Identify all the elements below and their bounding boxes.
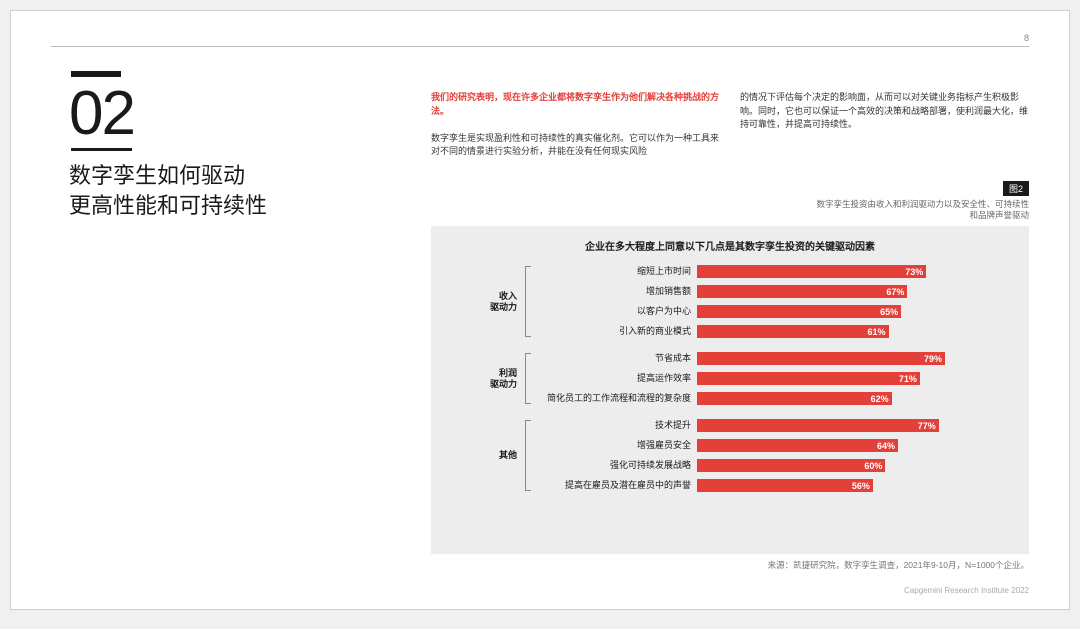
bar-label: 简化员工的工作流程和流程的复杂度 xyxy=(537,394,697,404)
footer-text: Capgemini Research Institute 2022 xyxy=(904,586,1029,595)
bar-track: 62% xyxy=(697,392,1011,405)
bar-track: 79% xyxy=(697,352,1011,365)
bar-fill: 79% xyxy=(697,352,945,365)
bar-label: 强化可持续发展战略 xyxy=(537,461,697,471)
bar-value: 79% xyxy=(924,354,942,364)
top-rule xyxy=(51,46,1029,47)
body-text-1: 数字孪生是实现盈利性和可持续性的真实催化剂。它可以作为一种工具来对不同的情景进行… xyxy=(431,133,719,157)
bar-value: 65% xyxy=(880,307,898,317)
bar-row: 提高在雇员及潜在雇员中的声誉 56% xyxy=(537,477,1011,494)
group-label: 其他 xyxy=(449,417,521,494)
report-page: 8 02 数字孪生如何驱动 更高性能和可持续性 我们的研究表明，现在许多企业都将… xyxy=(10,10,1070,610)
bracket-icon xyxy=(521,350,531,407)
bar-value: 73% xyxy=(905,267,923,277)
bar-value: 71% xyxy=(899,374,917,384)
bar-label: 提高运作效率 xyxy=(537,374,697,384)
bar-row: 技术提升 77% xyxy=(537,417,1011,434)
bar-chart: 企业在多大程度上同意以下几点是其数字孪生投资的关键驱动因素 收入驱动力缩短上市时… xyxy=(431,226,1029,554)
bar-track: 73% xyxy=(697,265,1011,278)
bar-label: 以客户为中心 xyxy=(537,307,697,317)
page-number: 8 xyxy=(1024,33,1029,43)
bar-fill: 61% xyxy=(697,325,889,338)
accent-bar xyxy=(71,71,121,77)
bar-fill: 67% xyxy=(697,285,907,298)
bar-track: 56% xyxy=(697,479,1011,492)
bar-label: 增加销售额 xyxy=(537,287,697,297)
chart-groups: 收入驱动力 缩短上市时间 73% 增加销售额 67% 以客户为中心 65% 引入新的商业模式 6… xyxy=(449,263,1011,494)
bar-track: 64% xyxy=(697,439,1011,452)
bar-label: 节省成本 xyxy=(537,354,697,364)
bar-track: 71% xyxy=(697,372,1011,385)
body-text-2: 的情况下评估每个决定的影响面，从而可以对关键业务指标产生积极影响。同时，它也可以… xyxy=(740,92,1028,129)
bars-container: 节省成本 79% 提高运作效率 71% 简化员工的工作流程和流程的复杂度 62% xyxy=(537,350,1011,407)
bar-label: 增强雇员安全 xyxy=(537,441,697,451)
headline-line-1: 数字孪生如何驱动 xyxy=(69,163,245,188)
bar-row: 增加销售额 67% xyxy=(537,283,1011,300)
body-col-2: 的情况下评估每个决定的影响面，从而可以对关键业务指标产生积极影响。同时，它也可以… xyxy=(740,91,1029,159)
lead-text: 我们的研究表明，现在许多企业都将数字孪生作为他们解决各种挑战的方法。 xyxy=(431,92,719,116)
bar-row: 简化员工的工作流程和流程的复杂度 62% xyxy=(537,390,1011,407)
figure-caption: 数字孪生投资由收入和利润驱动力以及安全性、可持续性 和品牌声誉驱动 xyxy=(816,199,1029,221)
bar-row: 提高运作效率 71% xyxy=(537,370,1011,387)
bar-row: 强化可持续发展战略 60% xyxy=(537,457,1011,474)
bar-row: 以客户为中心 65% xyxy=(537,303,1011,320)
bar-value: 62% xyxy=(871,394,889,404)
chart-group: 收入驱动力 缩短上市时间 73% 增加销售额 67% 以客户为中心 65% 引入新的商业模式 6… xyxy=(449,263,1011,340)
bar-fill: 62% xyxy=(697,392,892,405)
figure-badge: 图2 xyxy=(1003,181,1029,196)
chart-group: 利润驱动力 节省成本 79% 提高运作效率 71% 简化员工的工作流程和流程的复杂度 62% xyxy=(449,350,1011,407)
bar-fill: 65% xyxy=(697,305,901,318)
bar-label: 引入新的商业模式 xyxy=(537,327,697,337)
bar-value: 67% xyxy=(886,287,904,297)
bracket-icon xyxy=(521,263,531,340)
bars-container: 缩短上市时间 73% 增加销售额 67% 以客户为中心 65% 引入新的商业模式 61% xyxy=(537,263,1011,340)
bar-row: 缩短上市时间 73% xyxy=(537,263,1011,280)
bar-label: 技术提升 xyxy=(537,421,697,431)
bar-value: 56% xyxy=(852,481,870,491)
bracket-icon xyxy=(521,417,531,494)
bar-fill: 64% xyxy=(697,439,898,452)
headline-line-2: 更高性能和可持续性 xyxy=(69,193,267,218)
bar-fill: 71% xyxy=(697,372,920,385)
bar-track: 60% xyxy=(697,459,1011,472)
bar-value: 64% xyxy=(877,441,895,451)
chart-group: 其他 技术提升 77% 增强雇员安全 64% 强化可持续发展战略 60% 提高在雇员及潜在雇员… xyxy=(449,417,1011,494)
figure-label: 图2 数字孪生投资由收入和利润驱动力以及安全性、可持续性 和品牌声誉驱动 xyxy=(816,179,1029,221)
bar-value: 60% xyxy=(864,461,882,471)
bar-label: 提高在雇员及潜在雇员中的声誉 xyxy=(537,481,697,491)
bar-fill: 73% xyxy=(697,265,926,278)
group-label: 利润驱动力 xyxy=(449,350,521,407)
bar-fill: 60% xyxy=(697,459,885,472)
chart-title: 企业在多大程度上同意以下几点是其数字孪生投资的关键驱动因素 xyxy=(449,238,1011,253)
bar-track: 77% xyxy=(697,419,1011,432)
section-number: 02 xyxy=(69,83,134,145)
bars-container: 技术提升 77% 增强雇员安全 64% 强化可持续发展战略 60% 提高在雇员及潜在雇员中的… xyxy=(537,417,1011,494)
body-columns: 我们的研究表明，现在许多企业都将数字孪生作为他们解决各种挑战的方法。 数字孪生是… xyxy=(431,91,1029,159)
source-note: 来源：凯捷研究院，数字孪生调查，2021年9-10月，N=1000个企业。 xyxy=(768,559,1029,571)
bar-value: 77% xyxy=(918,421,936,431)
bar-track: 65% xyxy=(697,305,1011,318)
bar-track: 67% xyxy=(697,285,1011,298)
section-headline: 数字孪生如何驱动 更高性能和可持续性 xyxy=(69,161,267,220)
bar-fill: 56% xyxy=(697,479,873,492)
bar-label: 缩短上市时间 xyxy=(537,267,697,277)
bar-row: 引入新的商业模式 61% xyxy=(537,323,1011,340)
bar-row: 增强雇员安全 64% xyxy=(537,437,1011,454)
body-col-1: 我们的研究表明，现在许多企业都将数字孪生作为他们解决各种挑战的方法。 数字孪生是… xyxy=(431,91,720,159)
bar-track: 61% xyxy=(697,325,1011,338)
bar-fill: 77% xyxy=(697,419,939,432)
bar-value: 61% xyxy=(868,327,886,337)
group-label: 收入驱动力 xyxy=(449,263,521,340)
bar-row: 节省成本 79% xyxy=(537,350,1011,367)
